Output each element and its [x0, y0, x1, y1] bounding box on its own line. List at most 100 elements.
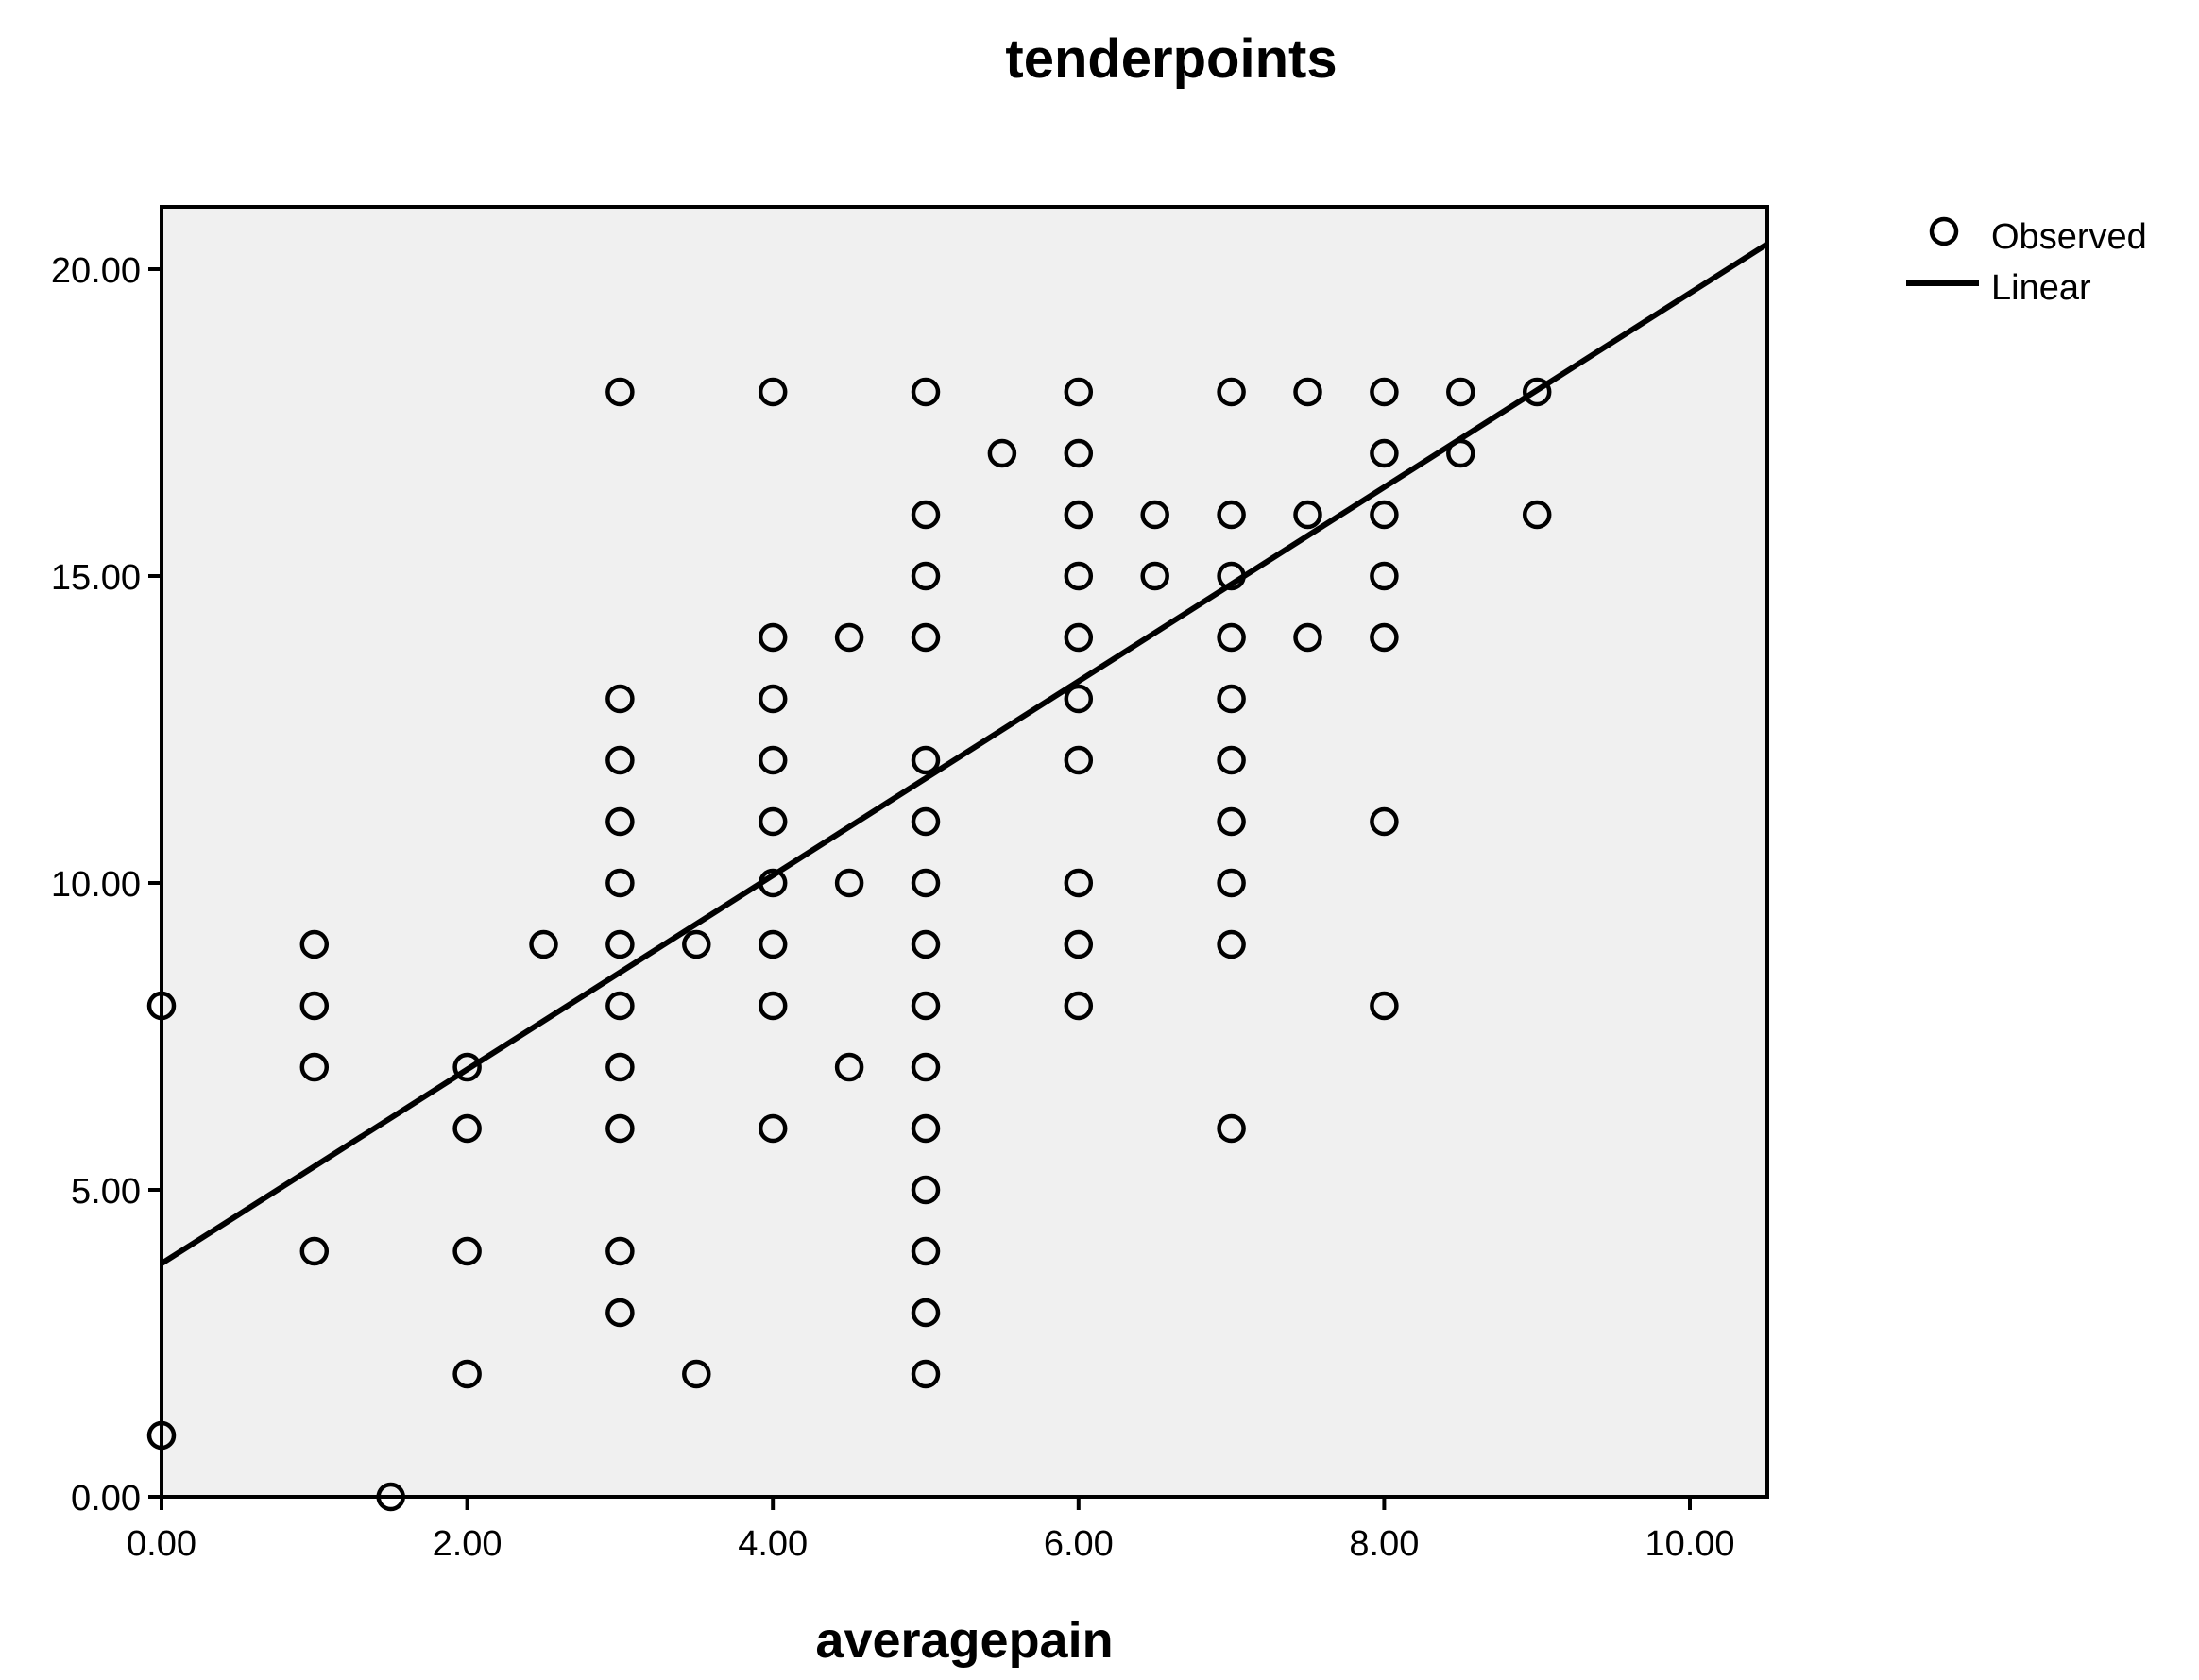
y-tick-label: 0.00 [71, 1479, 141, 1519]
data-point [911, 929, 941, 959]
data-point [911, 1113, 941, 1144]
data-point [1140, 561, 1169, 591]
data-point [911, 868, 941, 898]
data-point [758, 806, 788, 837]
data-point [758, 991, 788, 1021]
data-point [911, 1052, 941, 1082]
data-point [605, 806, 635, 837]
data-point [1217, 684, 1246, 714]
data-point [1064, 868, 1094, 898]
x-axis-ticks: 0.00 2.00 4.00 6.00 8.00 10.00 [127, 1497, 1735, 1564]
data-point [146, 991, 177, 1021]
data-point [299, 1052, 330, 1082]
data-point [1064, 745, 1094, 775]
x-tick-label: 6.00 [1044, 1524, 1114, 1564]
data-point [911, 806, 941, 837]
x-tick-label: 8.00 [1349, 1524, 1419, 1564]
data-point [1370, 806, 1399, 837]
data-point [682, 929, 711, 959]
data-point [1370, 622, 1399, 653]
data-point [911, 500, 941, 530]
data-point [1064, 929, 1094, 959]
data-point [1370, 377, 1399, 407]
data-point [1064, 377, 1094, 407]
data-point [452, 1113, 482, 1144]
data-point [911, 377, 941, 407]
data-point [1064, 500, 1094, 530]
data-point [299, 1236, 330, 1266]
data-point [987, 438, 1017, 468]
legend-observed-marker [1929, 216, 1959, 246]
data-point [452, 1052, 482, 1082]
data-point [605, 377, 635, 407]
data-point [146, 1420, 177, 1451]
data-point [1370, 991, 1399, 1021]
data-point [1293, 500, 1322, 530]
legend: Observed Linear [1906, 216, 2147, 308]
y-axis-ticks: 0.00 5.00 10.00 15.00 20.00 [51, 251, 162, 1519]
data-point [911, 622, 941, 653]
legend-linear-label: Linear [1991, 268, 2091, 308]
data-point [1293, 377, 1322, 407]
data-point [1217, 806, 1246, 837]
data-point [1140, 500, 1169, 530]
data-point [911, 561, 941, 591]
data-point [911, 1298, 941, 1328]
data-point [1522, 500, 1552, 530]
data-point [758, 745, 788, 775]
y-tick-label: 20.00 [51, 251, 141, 291]
data-point [1446, 377, 1475, 407]
data-point [1064, 622, 1094, 653]
chart-title: tenderpoints [1005, 28, 1337, 90]
data-point [834, 622, 864, 653]
data-point [1217, 929, 1246, 959]
data-point [911, 745, 941, 775]
legend-observed-label: Observed [1991, 217, 2147, 257]
data-point [605, 991, 635, 1021]
data-point [376, 1482, 405, 1512]
data-point [1370, 500, 1399, 530]
data-point [605, 868, 635, 898]
data-point [299, 991, 330, 1021]
data-point [605, 684, 635, 714]
data-point [1370, 438, 1399, 468]
x-tick-label: 2.00 [433, 1524, 503, 1564]
data-point [605, 1236, 635, 1266]
data-point [452, 1359, 482, 1389]
data-point [911, 1236, 941, 1266]
data-point [911, 1359, 941, 1389]
data-point [605, 1298, 635, 1328]
data-point [911, 991, 941, 1021]
x-tick-label: 0.00 [127, 1524, 196, 1564]
data-point [758, 1113, 788, 1144]
data-point [299, 929, 330, 959]
data-point [1064, 561, 1094, 591]
x-axis-label: averagepain [815, 1612, 1113, 1669]
plot-area [160, 205, 1769, 1499]
data-point [605, 929, 635, 959]
data-point [758, 377, 788, 407]
data-point [452, 1236, 482, 1266]
data-point [911, 1175, 941, 1205]
data-point [1217, 500, 1246, 530]
data-point [758, 684, 788, 714]
linear-fit-line [160, 242, 1768, 1266]
data-point [834, 868, 864, 898]
data-point [1522, 377, 1552, 407]
data-point [758, 622, 788, 653]
data-point [1064, 684, 1094, 714]
data-point [1217, 622, 1246, 653]
data-point [529, 929, 558, 959]
data-point [758, 929, 788, 959]
observed-points [146, 377, 1552, 1512]
x-tick-label: 10.00 [1645, 1524, 1734, 1564]
data-point [682, 1359, 711, 1389]
data-point [834, 1052, 864, 1082]
x-tick-label: 4.00 [738, 1524, 808, 1564]
data-point [1064, 438, 1094, 468]
data-point [1217, 868, 1246, 898]
y-tick-label: 15.00 [51, 558, 141, 598]
data-point [1217, 377, 1246, 407]
y-tick-label: 10.00 [51, 865, 141, 905]
